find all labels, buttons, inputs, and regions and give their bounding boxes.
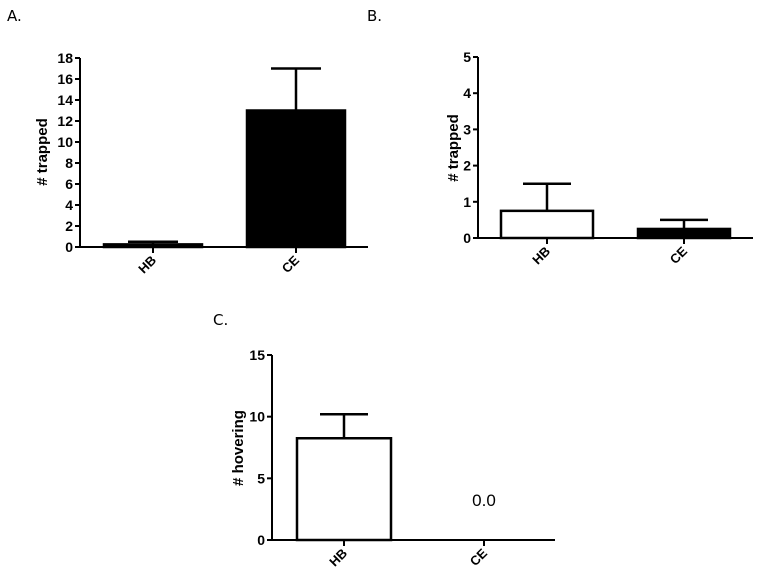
y-tick-label: 4 [463,85,471,101]
y-tick-label: 12 [57,113,73,129]
y-tick-label: 6 [65,176,73,192]
y-tick-label: 5 [463,49,471,65]
y-axis-label: # hovering [230,410,247,486]
x-tick-label-ce: CE [279,252,303,276]
y-tick-label: 3 [463,121,471,137]
panel-c-label: C. [213,311,229,329]
y-tick-label: 1 [463,194,471,210]
y-axis-label: # trapped [445,114,462,182]
y-tick-label: 2 [463,158,471,174]
chart-panel-a: 0 2 4 6 8 10 12 14 16 18 HB CE # trapped [34,50,368,276]
y-axis-label: # trapped [34,118,51,186]
x-tick-label-hb: HB [529,244,553,268]
x-tick-label-ce: CE [467,545,491,569]
y-tick-label: 18 [57,50,73,66]
y-tick-label: 4 [65,197,73,213]
y-tick-label: 8 [65,155,73,171]
y-tick-label: 2 [65,218,73,234]
bar-ce [245,109,347,249]
y-tick-label: 0 [257,532,265,548]
x-tick-label-hb: HB [326,546,350,570]
panel-b-label: B. [367,7,383,25]
y-tick-label: 16 [57,71,73,87]
chart-panel-b: 0 1 2 3 4 5 HB CE # trapped [445,49,753,267]
y-tick-label: 10 [249,409,265,425]
bar-hb [499,209,595,240]
x-tick-label-hb: HB [135,253,159,277]
bar-ce [636,227,732,240]
y-tick-label: 0 [65,239,73,255]
value-annotation: 0.0 [472,491,496,510]
y-tick-label: 5 [257,470,265,486]
y-tick-label: 10 [57,134,73,150]
y-tick-label: 0 [463,230,471,246]
bar-hb [295,437,393,542]
x-tick-label-ce: CE [667,243,691,267]
y-tick-label: 14 [57,92,73,108]
panel-a-label: A. [7,7,22,25]
chart-panel-c: 0 5 10 15 HB CE # hovering 0.0 [230,347,555,569]
y-tick-label: 15 [249,347,265,363]
